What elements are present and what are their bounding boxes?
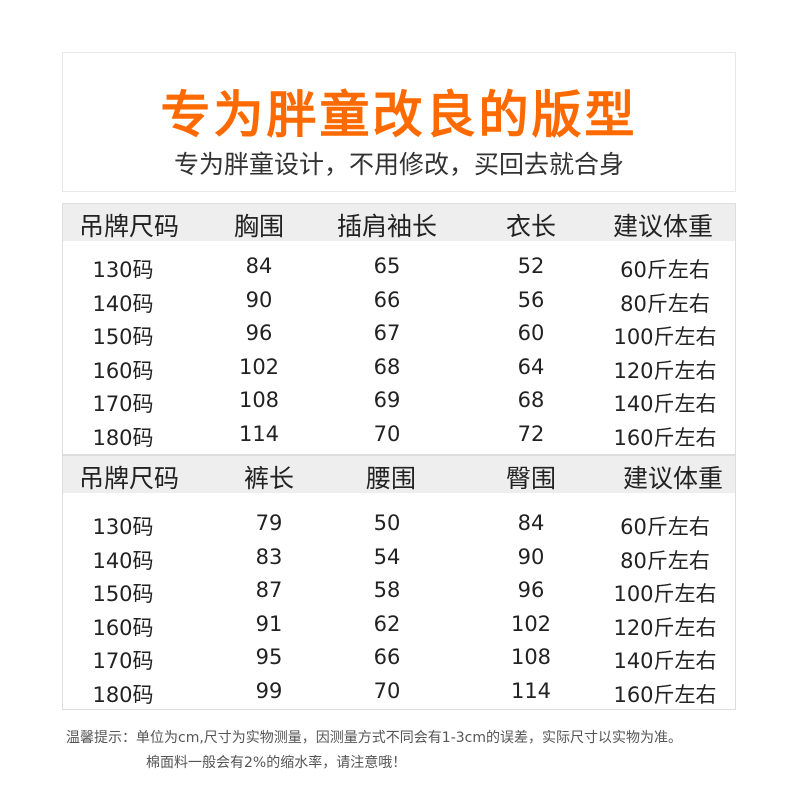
column-header: 腰围 xyxy=(365,464,417,493)
table-cell: 130码 xyxy=(92,258,154,282)
table-cell: 108 xyxy=(510,645,552,669)
table-cell: 160码 xyxy=(92,358,154,383)
table-cell: 130码 xyxy=(92,515,154,539)
table-row: 170码 108 69 68 140斤左右 xyxy=(63,388,735,418)
table-cell: 99 xyxy=(255,678,283,703)
table-row: 130码 84 65 52 60斤左右 xyxy=(63,254,735,284)
table-header-row: 吊牌尺码 胸围 插肩袖长 衣长 建议体重 xyxy=(63,204,735,241)
table-cell: 100斤左右 xyxy=(613,325,717,349)
table-cell: 67 xyxy=(373,321,401,345)
table-cell: 80斤左右 xyxy=(620,548,710,573)
table-cell: 54 xyxy=(373,544,401,569)
column-header: 臀围 xyxy=(505,464,557,493)
table-cell: 140斤左右 xyxy=(613,649,717,673)
table-cell: 91 xyxy=(255,611,283,636)
table-cell: 108 xyxy=(238,388,280,412)
table-cell: 84 xyxy=(517,511,545,535)
table-cell: 87 xyxy=(255,578,283,602)
table-cell: 140斤左右 xyxy=(613,392,717,416)
note-line-1: 温馨提示：单位为cm,尺寸为实物测量，因测量方式不同会有1-3cm的误差，实际尺… xyxy=(66,730,682,746)
table-cell: 80斤左右 xyxy=(620,291,710,316)
column-header: 建议体重 xyxy=(612,212,714,241)
table-cell: 180码 xyxy=(92,682,154,707)
table-cell: 90 xyxy=(245,287,273,312)
hero-banner: 专为胖童改良的版型 专为胖童设计，不用修改，买回去就合身 xyxy=(62,52,736,192)
hero-title: 专为胖童改良的版型 xyxy=(160,86,638,144)
table-cell: 70 xyxy=(373,678,401,703)
table-row: 160码 91 62 102 120斤左右 xyxy=(63,612,735,642)
note-line-2: 棉面料一般会有2%的缩水率，请注意哦！ xyxy=(146,755,407,771)
table-cell: 120斤左右 xyxy=(613,358,717,383)
table-cell: 150码 xyxy=(92,325,154,349)
column-header: 吊牌尺码 xyxy=(78,464,180,493)
table-cell: 96 xyxy=(517,578,545,602)
table-cell: 60斤左右 xyxy=(620,515,710,539)
table-cell: 52 xyxy=(517,254,545,278)
table-cell: 140码 xyxy=(92,291,154,316)
table-cell: 70 xyxy=(373,421,401,446)
column-header: 衣长 xyxy=(505,212,557,241)
table-cell: 58 xyxy=(373,578,401,602)
table-cell: 65 xyxy=(373,254,401,278)
table-header-row: 吊牌尺码 裤长 腰围 臀围 建议体重 xyxy=(63,456,735,493)
table-row: 170码 95 66 108 140斤左右 xyxy=(63,645,735,675)
hero-subtitle: 专为胖童设计，不用修改，买回去就合身 xyxy=(173,150,624,179)
table-cell: 180码 xyxy=(92,425,154,450)
table-row: 160码 102 68 64 120斤左右 xyxy=(63,355,735,385)
table-row: 140码 83 54 90 80斤左右 xyxy=(63,545,735,575)
table-cell: 95 xyxy=(255,645,283,669)
table-cell: 160斤左右 xyxy=(613,682,717,707)
top-size-table: 吊牌尺码 胸围 插肩袖长 衣长 建议体重 130码 84 65 52 60斤左右 140码 90 66… xyxy=(62,203,736,455)
table-cell: 102 xyxy=(510,611,552,636)
table-cell: 68 xyxy=(373,354,401,379)
table-cell: 56 xyxy=(517,287,545,312)
column-header: 建议体重 xyxy=(622,464,724,493)
table-cell: 68 xyxy=(517,388,545,412)
table-cell: 62 xyxy=(373,611,401,636)
table-cell: 114 xyxy=(238,421,280,446)
table-cell: 120斤左右 xyxy=(613,615,717,640)
table-cell: 60 xyxy=(517,321,545,345)
table-cell: 84 xyxy=(245,254,273,278)
table-row: 150码 87 58 96 100斤左右 xyxy=(63,578,735,608)
table-row: 150码 96 67 60 100斤左右 xyxy=(63,321,735,351)
table-cell: 100斤左右 xyxy=(613,582,717,606)
table-cell: 160码 xyxy=(92,615,154,640)
column-header: 吊牌尺码 xyxy=(78,212,180,241)
table-cell: 114 xyxy=(510,678,552,703)
table-row: 140码 90 66 56 80斤左右 xyxy=(63,288,735,318)
table-cell: 160斤左右 xyxy=(613,425,717,450)
table-cell: 90 xyxy=(517,544,545,569)
table-cell: 72 xyxy=(517,421,545,446)
table-cell: 69 xyxy=(373,388,401,412)
bottom-size-table: 吊牌尺码 裤长 腰围 臀围 建议体重 130码 79 50 84 60斤左右 140码 83 54 90… xyxy=(62,455,736,710)
column-header: 胸围 xyxy=(233,212,285,241)
table-row: 180码 99 70 114 160斤左右 xyxy=(63,679,735,709)
table-cell: 170码 xyxy=(92,649,154,673)
table-cell: 60斤左右 xyxy=(620,258,710,282)
table-cell: 79 xyxy=(255,511,283,535)
column-header: 裤长 xyxy=(243,464,295,493)
table-cell: 140码 xyxy=(92,548,154,573)
table-cell: 83 xyxy=(255,544,283,569)
table-cell: 66 xyxy=(373,645,401,669)
table-cell: 102 xyxy=(238,354,280,379)
table-cell: 170码 xyxy=(92,392,154,416)
table-cell: 96 xyxy=(245,321,273,345)
table-row: 130码 79 50 84 60斤左右 xyxy=(63,511,735,541)
table-row: 180码 114 70 72 160斤左右 xyxy=(63,422,735,452)
table-cell: 66 xyxy=(373,287,401,312)
table-cell: 150码 xyxy=(92,582,154,606)
table-cell: 50 xyxy=(373,511,401,535)
table-cell: 64 xyxy=(517,354,545,379)
column-header: 插肩袖长 xyxy=(336,212,438,241)
